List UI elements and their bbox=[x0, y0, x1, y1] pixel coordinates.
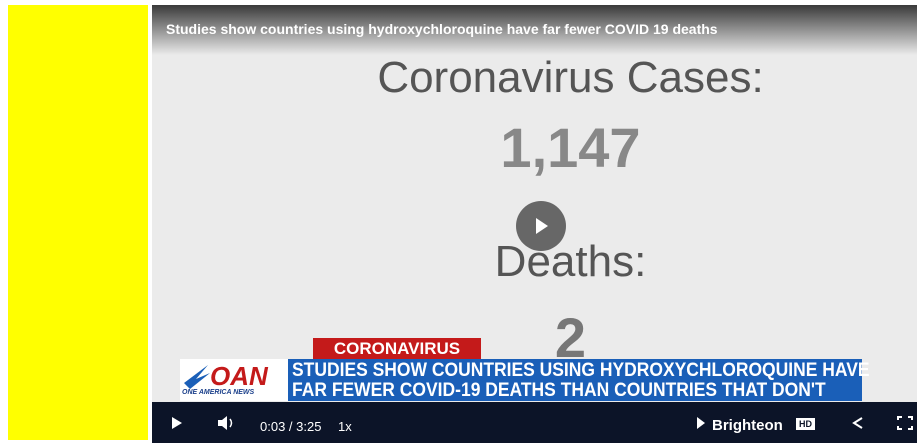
video-player[interactable]: Studies show countries using hydroxychlo… bbox=[152, 5, 917, 443]
headline-line: STUDIES SHOW COUNTRIES USING HYDROXYCHLO… bbox=[292, 360, 870, 382]
cases-label: Coronavirus Cases: bbox=[188, 53, 917, 103]
logo-subtitle: ONE AMERICA NEWS bbox=[182, 389, 254, 396]
headline-line: FAR FEWER COVID-19 DEATHS THAN COUNTRIES… bbox=[292, 380, 826, 402]
control-bar: 0:03 / 3:25 1x Brighteon HD bbox=[152, 402, 917, 443]
fullscreen-button[interactable] bbox=[898, 417, 912, 429]
play-overlay[interactable] bbox=[516, 201, 566, 251]
logo-box: OAN ONE AMERICA NEWS bbox=[180, 359, 288, 401]
topic-tag: CORONAVIRUS bbox=[313, 338, 481, 360]
logo: OAN bbox=[210, 361, 268, 392]
brand-icon bbox=[697, 417, 705, 429]
video-title[interactable]: Studies show countries using hydroxychlo… bbox=[166, 21, 718, 37]
volume-button[interactable] bbox=[218, 416, 232, 430]
time-display: 0:03 / 3:25 bbox=[260, 419, 321, 434]
brand-logo[interactable]: Brighteon bbox=[712, 417, 783, 434]
logo-bird bbox=[182, 361, 212, 391]
speed-button[interactable]: 1x bbox=[338, 419, 352, 434]
yellow-panel bbox=[8, 5, 148, 440]
title-bar: Studies show countries using hydroxychlo… bbox=[152, 5, 917, 55]
news-banner: OAN ONE AMERICA NEWS STUDIES SHOW COUNTR… bbox=[180, 359, 862, 401]
cases-value: 1,147 bbox=[188, 115, 917, 180]
play-icon bbox=[516, 201, 566, 251]
share-button[interactable] bbox=[854, 418, 862, 428]
play-button[interactable] bbox=[172, 417, 182, 429]
page: Studies show countries using hydroxychlo… bbox=[0, 0, 917, 443]
quality-button[interactable]: HD bbox=[796, 418, 815, 430]
